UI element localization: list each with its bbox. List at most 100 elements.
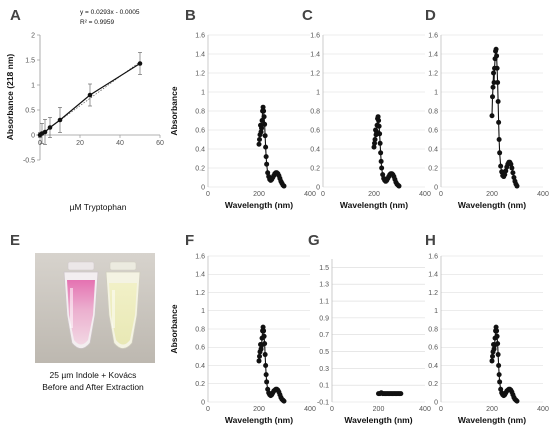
data-point-f-9: [261, 328, 267, 334]
y-tick-label-g-1: 0.1: [319, 383, 329, 390]
r-squared-label: R² = 0.9959: [80, 19, 115, 26]
data-point-f-1: [257, 353, 263, 359]
y-tick-label-d-0: 0: [434, 184, 438, 191]
y-tick-label-g-8: 1.5: [319, 265, 329, 272]
data-point-c-16: [380, 172, 386, 178]
data-point-c-8: [375, 114, 381, 120]
y-tick-label-h-0: 0: [434, 399, 438, 406]
data-point-b-10: [261, 114, 267, 120]
y-tick-label-a-1: 0: [31, 132, 35, 139]
y-tick-label-g-7: 1.3: [319, 282, 329, 289]
data-point-a-4: [57, 117, 63, 123]
y-tick-label-f-4: 0.8: [195, 326, 205, 333]
data-point-h-9: [494, 328, 500, 334]
data-point-f-0: [256, 358, 262, 364]
y-axis-label-a: Absorbance (218 nm): [5, 54, 15, 141]
data-point-f-15: [264, 379, 270, 385]
data-point-b-8: [260, 104, 266, 110]
x-tick-label-h-0: 0: [439, 406, 443, 413]
y-tick-label-f-7: 1.4: [195, 272, 205, 279]
data-point-h-12: [495, 352, 501, 358]
y-tick-label-a-0: -0.5: [23, 157, 35, 164]
chart-panel-g: G -0.1 0.1 0.3 0.5 0.7 0.9 1.1 1.3 1.5 0 200 400 Wave…: [308, 232, 431, 425]
data-point-d-8: [493, 46, 499, 52]
y-tick-label-f-2: 0.4: [195, 363, 205, 370]
y-tick-label-c-6: 1.2: [310, 70, 320, 77]
data-point-h-14: [496, 372, 502, 378]
x-tick-label-g-1: 200: [373, 406, 385, 413]
y-tick-label-c-4: 0.8: [310, 108, 320, 115]
data-point-h-10: [494, 333, 500, 339]
data-point-d-4: [491, 80, 497, 85]
chart-panel-h: H 0 0.2 0.4 0.6 0.8 1 1.2 1.4 1.6 0 200 400 Wavelengt…: [425, 232, 549, 425]
y-tick-label-h-8: 1.6: [428, 253, 438, 260]
data-point-c-0: [371, 144, 377, 150]
data-point-c-15: [379, 165, 385, 171]
y-tick-label-c-2: 0.4: [310, 146, 320, 153]
y-tick-label-c-3: 0.6: [310, 127, 320, 134]
x-tick-label-f-1: 200: [253, 406, 265, 413]
y-tick-label-g-4: 0.7: [319, 332, 329, 339]
data-point-f-14: [263, 372, 269, 378]
y-tick-label-h-2: 0.4: [428, 363, 438, 370]
data-point-h-32: [514, 398, 520, 404]
y-tick-label-f-1: 0.2: [195, 381, 205, 388]
y-tick-label-c-0: 0: [316, 184, 320, 191]
data-point-b-16: [265, 170, 271, 176]
y-tick-label-c-5: 1: [316, 89, 320, 96]
x-tick-label-h-2: 400: [537, 406, 549, 413]
x-tick-label-g-2: 400: [419, 406, 431, 413]
y-tick-label-d-5: 1: [434, 89, 438, 96]
chart-panel-c: C 0 0.2 0.4 0.6 0.8 1 1.2 1.4 1.6 0 200 400 Wavelengt…: [302, 7, 431, 210]
y-tick-label-f-5: 1: [201, 308, 205, 315]
y-tick-label-h-6: 1.2: [428, 290, 438, 297]
data-point-d-3: [491, 70, 497, 76]
data-point-b-1: [257, 137, 263, 142]
data-point-b-13: [263, 144, 269, 150]
data-point-c-32: [396, 183, 402, 189]
data-point-d-16: [498, 163, 504, 169]
data-point-c-10: [376, 123, 382, 129]
data-point-d-15: [497, 150, 503, 156]
data-point-a-3: [47, 125, 53, 130]
data-point-f-10: [261, 333, 267, 339]
panel-letter-h: H: [425, 232, 436, 249]
y-tick-label-a-2: 0.5: [25, 107, 35, 114]
data-point-d-26: [508, 161, 514, 167]
y-tick-label-b-7: 1.4: [195, 51, 205, 58]
x-tick-label-c-2: 400: [419, 191, 431, 198]
x-tick-label-c-1: 200: [368, 191, 380, 198]
y-tick-label-d-3: 0.6: [428, 127, 438, 134]
y-tick-label-b-2: 0.4: [195, 146, 205, 153]
data-point-h-0: [489, 358, 495, 364]
data-point-g-16: [398, 391, 404, 397]
data-point-a-6: [137, 61, 143, 66]
data-point-d-21: [503, 168, 509, 174]
y-tick-label-f-6: 1.2: [195, 290, 205, 297]
data-point-b-14: [263, 154, 269, 160]
y-tick-label-f-3: 0.6: [195, 345, 205, 352]
y-axis-label-b: Absorbance: [169, 86, 179, 135]
x-tick-label-c-0: 0: [321, 191, 325, 198]
data-point-c-9: [376, 118, 382, 123]
photo-caption-line2: Before and After Extraction: [42, 382, 144, 392]
data-point-b-32: [281, 183, 287, 189]
y-tick-label-d-7: 1.4: [428, 51, 438, 58]
data-point-b-5: [259, 125, 265, 131]
y-tick-label-g-2: 0.3: [319, 366, 329, 373]
data-point-a-5: [87, 92, 93, 98]
chart-panel-f: F 0 0.2 0.4 0.6 0.8 1 1.2 1.4 1.6 0 200 400 Wavelengt…: [169, 232, 316, 425]
data-point-b-15: [264, 161, 270, 167]
tube-before-extraction: [63, 261, 99, 349]
x-tick-label-f-0: 0: [206, 406, 210, 413]
y-tick-label-h-1: 0.2: [428, 381, 438, 388]
y-tick-label-c-7: 1.4: [310, 51, 320, 58]
y-tick-label-h-4: 0.8: [428, 326, 438, 333]
panel-letter-c: C: [302, 7, 313, 24]
data-point-b-12: [262, 133, 268, 139]
data-point-d-10: [494, 65, 500, 71]
panel-letter-f: F: [185, 232, 194, 249]
y-tick-label-c-1: 0.2: [310, 165, 320, 172]
x-axis-label-g: Wavelength (nm): [344, 415, 412, 425]
